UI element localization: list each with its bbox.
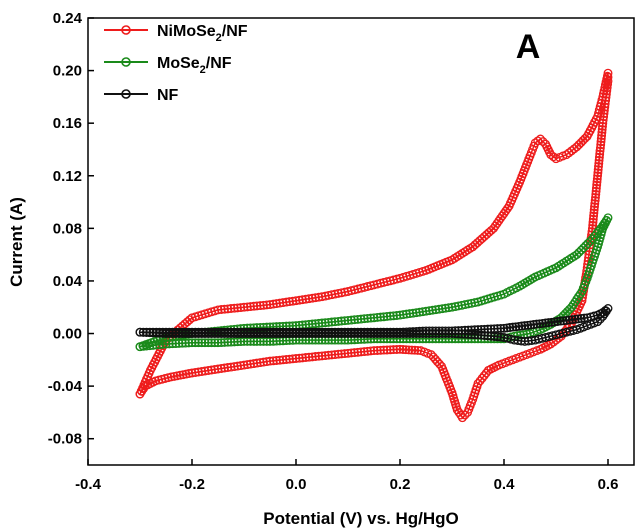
data-point xyxy=(572,250,582,260)
panel-label: A xyxy=(516,28,541,66)
series-line xyxy=(139,73,609,419)
data-point xyxy=(363,282,372,291)
x-tick-label: 0.6 xyxy=(598,476,619,493)
data-point xyxy=(356,283,366,293)
x-tick-label: 0.4 xyxy=(494,476,516,493)
data-point xyxy=(548,152,558,162)
legend-label: MoSe2/NF xyxy=(157,55,232,76)
legend-label: NiMoSe2/NF xyxy=(157,23,248,44)
data-point xyxy=(369,280,379,290)
series-2 xyxy=(135,304,613,346)
legend: NiMoSe2/NF MoSe2/NF NF xyxy=(104,23,248,104)
x-tick-label: 0.2 xyxy=(390,476,411,493)
data-point xyxy=(581,241,591,251)
x-axis-label: Potential (V) vs. Hg/HgO xyxy=(263,509,459,528)
data-point xyxy=(583,238,593,248)
data-point xyxy=(477,373,487,383)
x-axis: -0.4 -0.2 0.0 0.2 0.4 0.6 xyxy=(75,459,618,493)
x-tick-label: 0.0 xyxy=(286,476,307,493)
x-tick-label: -0.4 xyxy=(75,476,102,493)
data-point xyxy=(535,134,545,144)
plot-frame xyxy=(87,17,635,466)
legend-label: NF xyxy=(157,87,179,104)
y-tick-label: 0.08 xyxy=(53,220,82,237)
data-point xyxy=(483,365,493,375)
data-point xyxy=(576,245,586,255)
y-tick-label: 0.20 xyxy=(53,63,82,80)
data-point xyxy=(579,243,588,253)
y-tick-label: 0.12 xyxy=(53,168,82,185)
series-0 xyxy=(135,68,613,423)
y-tick-label: -0.04 xyxy=(48,378,83,395)
series-line xyxy=(139,307,609,343)
y-tick-label: -0.08 xyxy=(48,431,82,448)
legend-marker xyxy=(121,89,131,99)
legend-marker xyxy=(121,57,131,67)
data-point xyxy=(135,389,145,399)
data-point xyxy=(503,333,512,343)
data-markers xyxy=(135,68,613,423)
legend-marker xyxy=(121,25,131,35)
data-point xyxy=(382,277,392,287)
data-point xyxy=(595,314,605,324)
x-tick-label: -0.2 xyxy=(179,476,205,493)
data-point xyxy=(376,278,385,288)
series-line xyxy=(139,217,609,348)
y-axis: -0.08 -0.04 0.00 0.04 0.08 0.12 0.16 0.20 0.24 xyxy=(48,10,94,448)
y-tick-label: 0.16 xyxy=(53,115,82,132)
y-tick-label: 0.00 xyxy=(53,326,82,343)
data-point xyxy=(350,285,359,295)
y-tick-label: 0.24 xyxy=(53,10,83,27)
y-axis-label: Current (A) xyxy=(7,197,26,287)
data-point xyxy=(574,247,584,257)
y-tick-label: 0.04 xyxy=(53,273,83,290)
